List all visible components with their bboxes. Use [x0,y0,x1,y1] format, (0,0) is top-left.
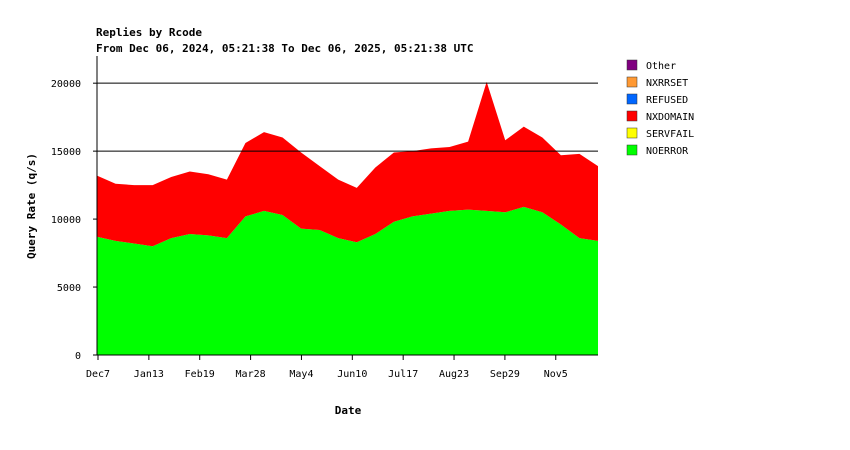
gridlines [97,82,598,152]
x-tick-label: Feb19 [185,369,215,380]
x-tick-label: Nov5 [544,369,568,380]
legend: Other NXRRSET REFUSED NXDOMAIN SERVFAIL NOERR… [626,59,694,157]
plot-area [97,81,598,355]
x-tick-label: Aug23 [439,369,469,380]
x-tick-label: Sep29 [490,369,520,380]
legend-label-refused: REFUSED [646,95,688,106]
legend-swatch-noerror [626,144,638,156]
y-axis-label: Query Rate (q/s) [25,153,38,259]
x-tick-label: Jul17 [388,369,418,380]
chart-subtitle: From Dec 06, 2024, 05:21:38 To Dec 06, 2… [96,42,474,55]
legend-swatch-other [626,59,638,71]
legend-swatch-refused [626,93,638,105]
x-axis-label: Date [335,404,362,417]
series-area-noerror [97,206,598,355]
legend-swatch-nxdomain [626,110,638,122]
legend-label-servfail: SERVFAIL [646,129,694,140]
legend-label-other: Other [646,61,676,72]
y-tick-label: 0 [75,351,81,362]
y-tick-label: 10000 [51,215,81,226]
x-tick-label: Mar28 [236,369,266,380]
chart-title: Replies by Rcode [96,26,202,39]
x-axis-ticks: Dec7 Jan13 Feb19 Mar28 May4 Jun10 Jul17 Aug23 Se… [86,355,568,380]
legend-swatch-nxrrset [626,76,638,88]
legend-swatch-servfail [626,127,638,139]
x-tick-label: Jun10 [337,369,367,380]
legend-label-nxrrset: NXRRSET [646,78,688,89]
legend-label-nxdomain: NXDOMAIN [646,112,694,123]
series-area-nxdomain [97,81,598,247]
x-tick-label: Jan13 [134,369,164,380]
y-tick-label: 15000 [51,147,81,158]
y-tick-label: 20000 [51,79,81,90]
legend-label-noerror: NOERROR [646,146,689,157]
x-tick-label: Dec7 [86,369,110,380]
y-tick-label: 5000 [57,283,81,294]
y-axis-ticks: 0 5000 10000 15000 20000 [51,79,97,362]
x-tick-label: May4 [289,369,313,380]
